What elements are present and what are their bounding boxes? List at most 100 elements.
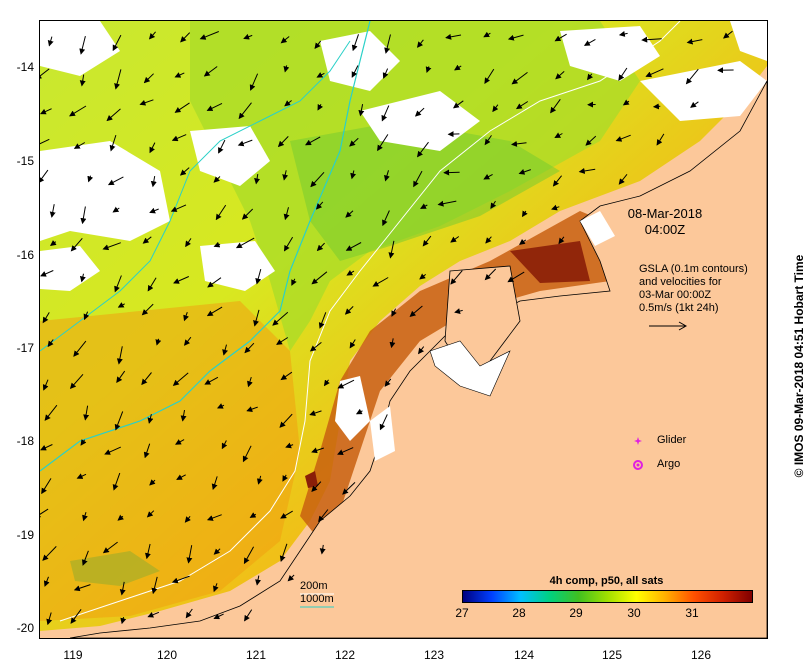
contour-key-1000m-label: 1000m [300, 593, 334, 605]
velocity-arrow [146, 510, 155, 518]
velocity-arrow [174, 102, 190, 113]
velocity-arrow [206, 306, 223, 317]
velocity-arrow [318, 312, 327, 329]
velocity-arrow [139, 99, 154, 106]
colorbar-tick-label: 30 [627, 606, 641, 620]
velocity-arrow [345, 242, 362, 251]
velocity-arrow [151, 576, 158, 595]
velocity-arrow [484, 135, 492, 146]
velocity-arrow [142, 236, 152, 244]
velocity-arrow [554, 33, 567, 42]
velocity-arrow [104, 446, 122, 455]
date-text: 08-Mar-2018 [627, 206, 703, 221]
gsla-line: 0.5m/s (1kt 24h) [639, 302, 719, 314]
velocity-arrow [247, 376, 253, 388]
velocity-arrow [170, 204, 187, 212]
velocity-arrow [213, 613, 224, 620]
velocity-arrow [207, 277, 222, 288]
velocity-arrow [102, 242, 121, 251]
velocity-arrow [515, 101, 529, 110]
velocity-arrow [40, 169, 49, 184]
velocity-arrow [285, 442, 294, 449]
velocity-arrow [40, 108, 52, 115]
velocity-arrow [79, 35, 86, 55]
velocity-arrow [578, 167, 596, 174]
velocity-arrow [106, 108, 121, 122]
velocity-arrow [149, 479, 156, 486]
velocity-arrow [311, 271, 328, 285]
time-text: 04:00Z [644, 222, 686, 237]
velocity-arrow [149, 142, 156, 154]
velocity-arrow [145, 543, 151, 560]
velocity-arrow [206, 514, 222, 521]
velocity-arrow [83, 311, 90, 321]
velocity-arrow [586, 73, 593, 81]
velocity-arrow [40, 508, 49, 518]
velocity-arrow [276, 337, 289, 345]
velocity-arrow [244, 342, 255, 354]
velocity-arrow [384, 378, 392, 387]
velocity-arrow [222, 344, 228, 356]
velocity-scale-arrow [649, 321, 688, 331]
velocity-arrow [242, 445, 252, 463]
contour-key: 200m 1000m [300, 580, 334, 606]
velocity-arrow [83, 405, 90, 421]
x-tick-label: 123 [423, 648, 445, 662]
gsla-line: 03-Mar 00:00Z [639, 289, 712, 301]
velocity-arrow [184, 515, 191, 523]
velocity-arrow [73, 142, 86, 149]
velocity-arrow [618, 30, 628, 37]
velocity-arrow [241, 208, 254, 220]
velocity-arrow [283, 207, 290, 221]
velocity-arrow [147, 611, 160, 618]
velocity-arrow [280, 510, 293, 519]
velocity-arrow [382, 68, 389, 79]
velocity-arrow [279, 413, 293, 428]
velocity-arrow [454, 64, 462, 71]
velocity-arrow [249, 73, 259, 91]
temperature-colorbar [462, 590, 753, 603]
velocity-arrow [120, 616, 127, 625]
velocity-arrow [186, 545, 193, 564]
velocity-arrow [490, 200, 497, 210]
velocity-arrow [420, 203, 428, 209]
x-tick-label: 122 [334, 648, 356, 662]
velocity-arrow [243, 33, 253, 40]
velocity-arrow [147, 277, 157, 292]
velocity-arrow [155, 338, 162, 346]
image-date-time: 08-Mar-2018 04:00Z [610, 206, 720, 238]
velocity-arrow [272, 311, 289, 326]
velocity-arrow [558, 236, 565, 245]
sst-map[interactable] [39, 20, 768, 639]
x-tick-label: 126 [690, 648, 712, 662]
velocity-arrow [379, 414, 388, 431]
velocity-arrow [46, 612, 53, 626]
velocity-arrow [213, 583, 219, 593]
velocity-arrow [119, 581, 126, 596]
velocity-arrow [381, 105, 390, 122]
x-tick-label: 124 [513, 648, 535, 662]
velocity-arrow [316, 242, 325, 252]
velocity-arrow [618, 67, 628, 81]
velocity-arrow [180, 410, 187, 422]
velocity-arrow [355, 408, 363, 415]
velocity-arrow [349, 339, 356, 349]
velocity-arrow [143, 73, 154, 84]
colorbar-title: 4h comp, p50, all sats [549, 575, 664, 587]
velocity-arrow [283, 65, 290, 73]
velocity-arrow [117, 302, 125, 308]
velocity-arrow [585, 135, 597, 146]
velocity-arrow [255, 575, 261, 586]
velocity-arrow [323, 379, 330, 387]
velocity-arrow [283, 236, 294, 252]
velocity-arrow [645, 68, 664, 78]
velocity-arrow [507, 34, 524, 41]
velocity-arrow [279, 543, 288, 562]
velocity-arrow [172, 372, 189, 386]
velocity-arrow [416, 141, 429, 158]
velocity-arrow [685, 68, 699, 85]
velocity-arrow [253, 309, 260, 327]
velocity-arrow [349, 137, 359, 147]
velocity-arrow [419, 273, 427, 280]
velocity-arrow [213, 241, 221, 248]
